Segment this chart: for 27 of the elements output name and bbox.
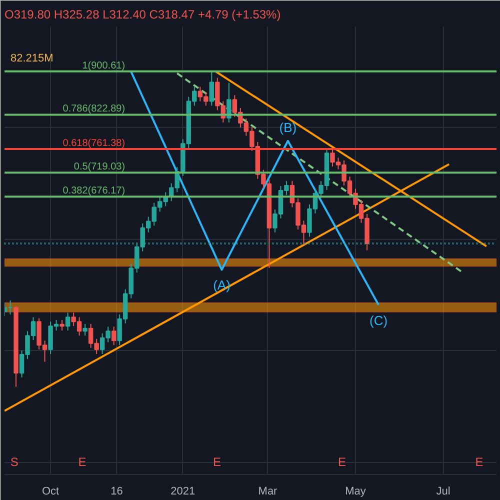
annotation: (B): [279, 120, 297, 135]
x-tick-label: Jul: [436, 486, 450, 498]
ref-line-label: 1(900.61): [82, 60, 126, 72]
chart-subtitle: O319.80 H325.28 L312.40 C318.47 +4.79 (+1.53%): [4, 8, 281, 22]
annotation: (A): [213, 278, 230, 293]
ref-line-label: 0.5(719.03): [74, 162, 126, 173]
ref-line-label: 0.382(676.17): [62, 186, 126, 197]
x-tick-label: May: [345, 486, 366, 498]
ref-line-label: 0.618(761.38): [62, 138, 126, 150]
candlestick: [209, 71, 214, 106]
annotation: E: [475, 455, 484, 470]
annotation: E: [338, 455, 346, 470]
candlestick: [65, 312, 70, 332]
x-tick-label: 16: [110, 486, 123, 498]
candlestick: [111, 326, 116, 346]
annotation: E: [78, 455, 86, 470]
x-tick-label: Mar: [258, 486, 278, 498]
candlestick: [82, 323, 88, 336]
ref-line-label: 0.786(822.89): [62, 104, 126, 115]
candlestick: [60, 319, 64, 332]
annotation: E: [213, 455, 222, 470]
candlestick: [226, 82, 232, 123]
x-tick-label: Oct: [42, 486, 60, 498]
annotation: (C): [370, 312, 388, 328]
annotation: S: [10, 455, 18, 470]
x-tick-label: 2021: [170, 486, 196, 498]
annotation: 82.215M: [10, 52, 54, 64]
